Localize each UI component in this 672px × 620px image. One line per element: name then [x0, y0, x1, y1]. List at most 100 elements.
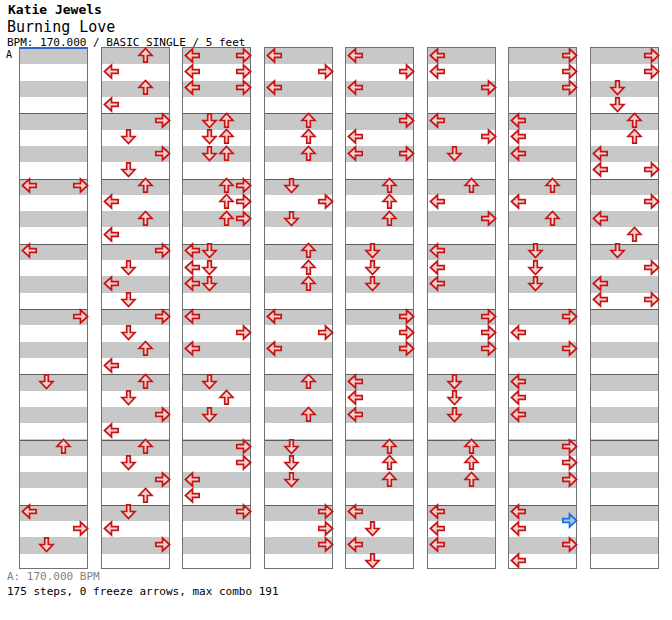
note-arrow-up: [218, 112, 235, 129]
note-arrow-right: [235, 324, 252, 341]
note-arrow-left: [510, 128, 527, 145]
step-summary: 175 steps, 0 freeze arrows, max combo 19…: [7, 585, 279, 598]
note-arrow-right: [154, 308, 171, 325]
note-arrow-up: [626, 112, 643, 129]
note-arrow-down: [364, 275, 381, 292]
note-arrow-right: [643, 291, 660, 308]
note-arrow-left: [184, 47, 201, 64]
note-arrow-up: [300, 406, 317, 423]
note-arrow-left: [347, 79, 364, 96]
note-arrow-right: [235, 79, 252, 96]
note-arrow-left: [592, 210, 609, 227]
note-arrow-left: [429, 47, 446, 64]
note-arrow-up: [463, 438, 480, 455]
note-arrow-right: [317, 63, 334, 80]
note-arrow-down: [120, 454, 137, 471]
measure-line: [102, 440, 169, 441]
note-arrow-down: [120, 389, 137, 406]
note-arrow-right: [398, 63, 415, 80]
measure-line: [102, 179, 169, 180]
measure-line: [591, 374, 658, 375]
note-arrow-up: [381, 438, 398, 455]
note-arrow-down: [120, 291, 137, 308]
note-arrow-right: [317, 324, 334, 341]
note-arrow-right: [561, 63, 578, 80]
note-arrow-down: [120, 503, 137, 520]
measure-line: [265, 244, 332, 245]
note-arrow-up: [300, 112, 317, 129]
note-arrow-left: [429, 63, 446, 80]
note-arrow-left: [184, 275, 201, 292]
note-arrow-right: [561, 79, 578, 96]
note-arrow-down: [527, 275, 544, 292]
note-arrow-right: [643, 193, 660, 210]
note-arrow-left: [184, 63, 201, 80]
note-arrow-down: [201, 275, 218, 292]
note-arrow-down: [609, 79, 626, 96]
note-arrow-down: [446, 406, 463, 423]
note-arrow-right: [480, 128, 497, 145]
note-arrow-up: [300, 259, 317, 276]
note-arrow-left: [184, 308, 201, 325]
note-arrow-down: [201, 259, 218, 276]
note-arrow-right: [561, 536, 578, 553]
note-arrow-right: [643, 63, 660, 80]
measure-line: [591, 505, 658, 506]
note-arrow-left: [429, 275, 446, 292]
note-arrow-down: [201, 406, 218, 423]
note-arrow-left: [347, 503, 364, 520]
note-arrow-up: [218, 128, 235, 145]
note-arrow-right: [480, 210, 497, 227]
note-arrow-right: [72, 520, 89, 537]
note-arrow-down: [120, 259, 137, 276]
note-arrow-left: [347, 406, 364, 423]
note-arrow-right: [317, 193, 334, 210]
note-arrow-left: [266, 79, 283, 96]
note-arrow-left: [347, 47, 364, 64]
note-arrow-right: [561, 340, 578, 357]
note-arrow-up: [300, 275, 317, 292]
note-arrow-left: [184, 79, 201, 96]
note-arrow-right: [154, 242, 171, 259]
measure-line: [102, 374, 169, 375]
note-arrow-up: [626, 226, 643, 243]
note-arrow-right: [154, 112, 171, 129]
note-arrow-down: [283, 210, 300, 227]
note-arrow-down: [364, 520, 381, 537]
measure-line: [428, 440, 495, 441]
measure-column-2: [101, 47, 170, 569]
note-arrow-down: [120, 128, 137, 145]
note-arrow-up: [300, 242, 317, 259]
measure-line: [265, 374, 332, 375]
measure-line: [509, 179, 576, 180]
note-arrow-up: [300, 128, 317, 145]
measure-column-1: [19, 47, 88, 569]
note-arrow-down: [364, 552, 381, 569]
note-arrow-left: [347, 389, 364, 406]
note-arrow-right: [643, 161, 660, 178]
note-arrow-right: [480, 340, 497, 357]
note-arrow-down: [283, 471, 300, 488]
note-arrow-up: [218, 177, 235, 194]
note-arrow-down: [283, 454, 300, 471]
note-arrow-right: [235, 503, 252, 520]
note-arrow-left: [103, 357, 120, 374]
note-arrow-left: [184, 242, 201, 259]
note-arrow-left: [184, 340, 201, 357]
note-arrow-right: [317, 520, 334, 537]
note-arrow-left: [510, 324, 527, 341]
note-arrow-right: [398, 308, 415, 325]
note-arrow-right: [398, 340, 415, 357]
note-arrow-up: [544, 210, 561, 227]
measure-line: [346, 179, 413, 180]
note-arrow-left: [429, 259, 446, 276]
note-arrow-up: [137, 177, 154, 194]
note-arrow-right: [398, 112, 415, 129]
note-arrow-up: [137, 438, 154, 455]
measure-line: [265, 113, 332, 114]
note-arrow-right: [235, 47, 252, 64]
note-arrow-left: [510, 373, 527, 390]
note-arrow-left: [592, 275, 609, 292]
measure-line: [591, 179, 658, 180]
note-arrow-up: [137, 340, 154, 357]
